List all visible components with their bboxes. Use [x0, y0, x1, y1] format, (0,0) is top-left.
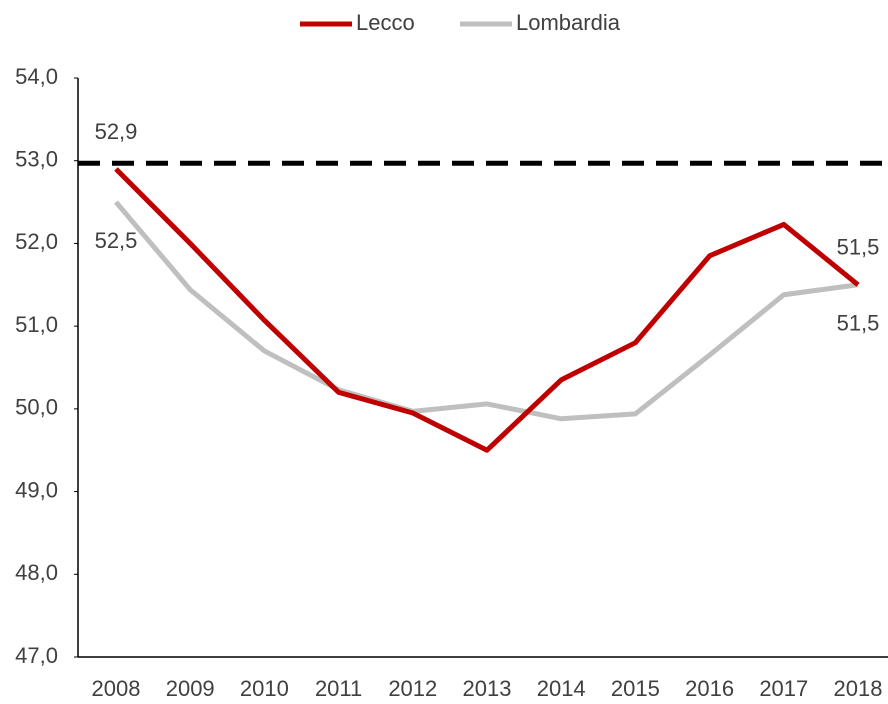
series-line — [114, 167, 860, 453]
y-tick-label: 54,0 — [15, 64, 58, 89]
y-tick-label: 51,0 — [15, 312, 58, 337]
data-label: 51,5 — [837, 235, 880, 260]
y-tick-label: 48,0 — [15, 560, 58, 585]
data-label: 51,5 — [837, 311, 880, 336]
x-tick-label: 2015 — [611, 676, 660, 701]
x-tick-label: 2018 — [834, 676, 883, 701]
x-tick-label: 2012 — [388, 676, 437, 701]
data-label: 52,9 — [95, 119, 138, 144]
y-tick-label: 50,0 — [15, 395, 58, 420]
x-tick-label: 2011 — [315, 676, 362, 701]
legend-label: Lombardia — [516, 10, 621, 35]
x-tick-label: 2013 — [463, 676, 512, 701]
x-tick-label: 2008 — [92, 676, 141, 701]
x-tick-label: 2010 — [240, 676, 289, 701]
y-tick-label: 49,0 — [15, 477, 58, 502]
series-line — [114, 200, 859, 422]
x-tick-label: 2016 — [685, 676, 734, 701]
x-tick-label: 2009 — [166, 676, 215, 701]
legend-label: Lecco — [356, 10, 415, 35]
y-tick-label: 52,0 — [15, 229, 58, 254]
data-label: 52,5 — [95, 228, 138, 253]
x-tick-label: 2017 — [759, 676, 808, 701]
y-tick-label: 47,0 — [15, 643, 58, 668]
x-tick-label: 2014 — [537, 676, 586, 701]
y-tick-label: 53,0 — [15, 147, 58, 172]
